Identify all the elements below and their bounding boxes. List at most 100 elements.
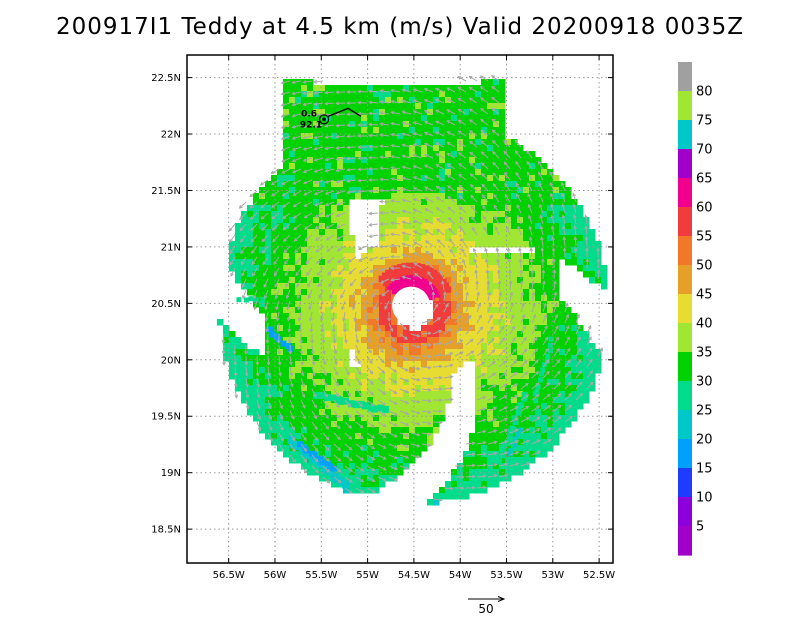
- wind-speed-cell: [463, 133, 470, 140]
- wind-speed-cell: [499, 295, 506, 302]
- wind-vector-arrow: [493, 183, 500, 192]
- wind-speed-cell: [325, 193, 332, 200]
- wind-speed-cell: [487, 259, 494, 266]
- wind-vector-arrow: [520, 281, 523, 291]
- wind-speed-cell: [511, 253, 518, 260]
- wind-vector-arrowhead: [252, 295, 257, 300]
- wind-vector-arrow: [575, 325, 581, 335]
- wind-vector-arrowhead: [346, 90, 351, 94]
- wind-speed-cell: [463, 121, 470, 128]
- wind-speed-cell: [307, 181, 314, 188]
- wind-speed-cell: [547, 253, 554, 260]
- wind-speed-cell: [421, 325, 428, 332]
- wind-speed-cell: [241, 373, 248, 380]
- wind-vector-arrow: [480, 130, 489, 137]
- wind-speed-cell: [439, 175, 446, 182]
- wind-speed-cell: [229, 337, 236, 344]
- wind-vector-arrowhead: [474, 269, 479, 274]
- wind-speed-cell: [343, 169, 350, 176]
- wind-speed-cell: [253, 367, 260, 374]
- wind-speed-cell: [541, 271, 548, 278]
- wind-speed-cell: [373, 349, 380, 356]
- wind-vector-arrowhead: [373, 306, 378, 311]
- wind-speed-cell: [515, 405, 522, 412]
- wind-vector-arrow: [264, 300, 269, 310]
- wind-speed-cell: [349, 271, 356, 278]
- wind-speed-cell: [319, 439, 326, 446]
- wind-vector-arrowhead: [282, 226, 287, 231]
- wind-vector-arrowhead: [390, 266, 395, 271]
- wind-speed-cell: [529, 235, 536, 242]
- wind-speed-cell: [349, 85, 356, 92]
- wind-speed-cell: [391, 109, 398, 116]
- wind-vector-arrow: [413, 231, 423, 236]
- wind-speed-cell: [463, 343, 470, 350]
- wind-speed-cell: [283, 403, 290, 410]
- wind-speed-cell: [517, 253, 524, 260]
- wind-speed-cell: [295, 457, 302, 464]
- wind-speed-cell: [397, 85, 404, 92]
- wind-speed-cell: [523, 379, 530, 386]
- wind-speed-cell: [265, 223, 272, 230]
- wind-speed-cell: [373, 319, 380, 326]
- wind-speed-cell: [331, 301, 338, 308]
- wind-vector-arrow: [402, 232, 412, 236]
- wind-vector-arrowhead: [427, 319, 432, 323]
- wind-speed-cell: [385, 145, 392, 152]
- wind-vector-arrowhead: [355, 339, 360, 344]
- wind-vector-arrowhead: [288, 350, 293, 355]
- wind-speed-cell: [511, 307, 518, 314]
- wind-speed-cell: [427, 391, 434, 398]
- wind-vector-arrowhead: [427, 399, 432, 403]
- wind-speed-cell: [355, 379, 362, 386]
- wind-speed-cell: [343, 229, 350, 236]
- wind-speed-cell: [301, 139, 308, 146]
- wind-vector-arrow: [470, 184, 478, 192]
- wind-speed-cell: [565, 253, 572, 260]
- wind-speed-cell: [541, 259, 548, 266]
- wind-speed-cell: [445, 493, 452, 500]
- wind-speed-cell: [511, 379, 518, 386]
- wind-speed-cell: [577, 247, 584, 254]
- wind-speed-cell: [397, 427, 404, 434]
- wind-speed-cell: [349, 391, 356, 398]
- wind-vector-arrowhead: [435, 153, 440, 157]
- wind-speed-cell: [367, 319, 374, 326]
- wind-vector-arrow: [458, 163, 467, 170]
- wind-speed-cell: [271, 433, 278, 440]
- wind-speed-cell: [325, 367, 332, 374]
- wind-vector-arrowhead: [346, 190, 351, 195]
- wind-vector-arrow: [498, 360, 507, 368]
- wind-speed-cell: [481, 307, 488, 314]
- wind-speed-cell: [343, 115, 350, 122]
- wind-speed-cell: [265, 253, 272, 260]
- wind-speed-cell: [308, 455, 317, 464]
- wind-vector-arrowhead: [468, 97, 473, 102]
- wind-vector-arrowhead: [340, 294, 344, 299]
- wind-speed-cell: [235, 277, 242, 284]
- wind-vector-arrowhead: [490, 337, 495, 342]
- wind-speed-cell: [415, 379, 422, 386]
- wind-speed-cell: [337, 409, 344, 416]
- wind-speed-cell: [511, 451, 518, 458]
- wind-vector-arrowhead: [302, 180, 307, 185]
- wind-speed-cell: [427, 229, 434, 236]
- wind-vector-arrowhead: [382, 391, 386, 395]
- wind-vector-arrowhead: [304, 237, 309, 242]
- wind-vector-arrowhead: [556, 347, 560, 352]
- wind-speed-cell: [505, 295, 512, 302]
- wind-speed-cell: [463, 331, 470, 338]
- wind-speed-cell: [391, 133, 398, 140]
- wind-speed-cell: [445, 241, 452, 248]
- wind-speed-cell: [397, 457, 404, 464]
- wind-vector-arrowhead: [302, 113, 307, 118]
- wind-vector-arrowhead: [500, 325, 505, 330]
- wind-speed-cell: [295, 277, 302, 284]
- wind-speed-cell: [295, 361, 302, 368]
- wind-vector-arrowhead: [424, 219, 429, 223]
- wind-vector-arrow: [481, 151, 489, 159]
- wind-core-cell: [414, 263, 422, 270]
- wind-vector-arrow: [333, 377, 339, 387]
- wind-core-cell: [430, 269, 438, 277]
- wind-vector-arrowhead: [515, 182, 520, 187]
